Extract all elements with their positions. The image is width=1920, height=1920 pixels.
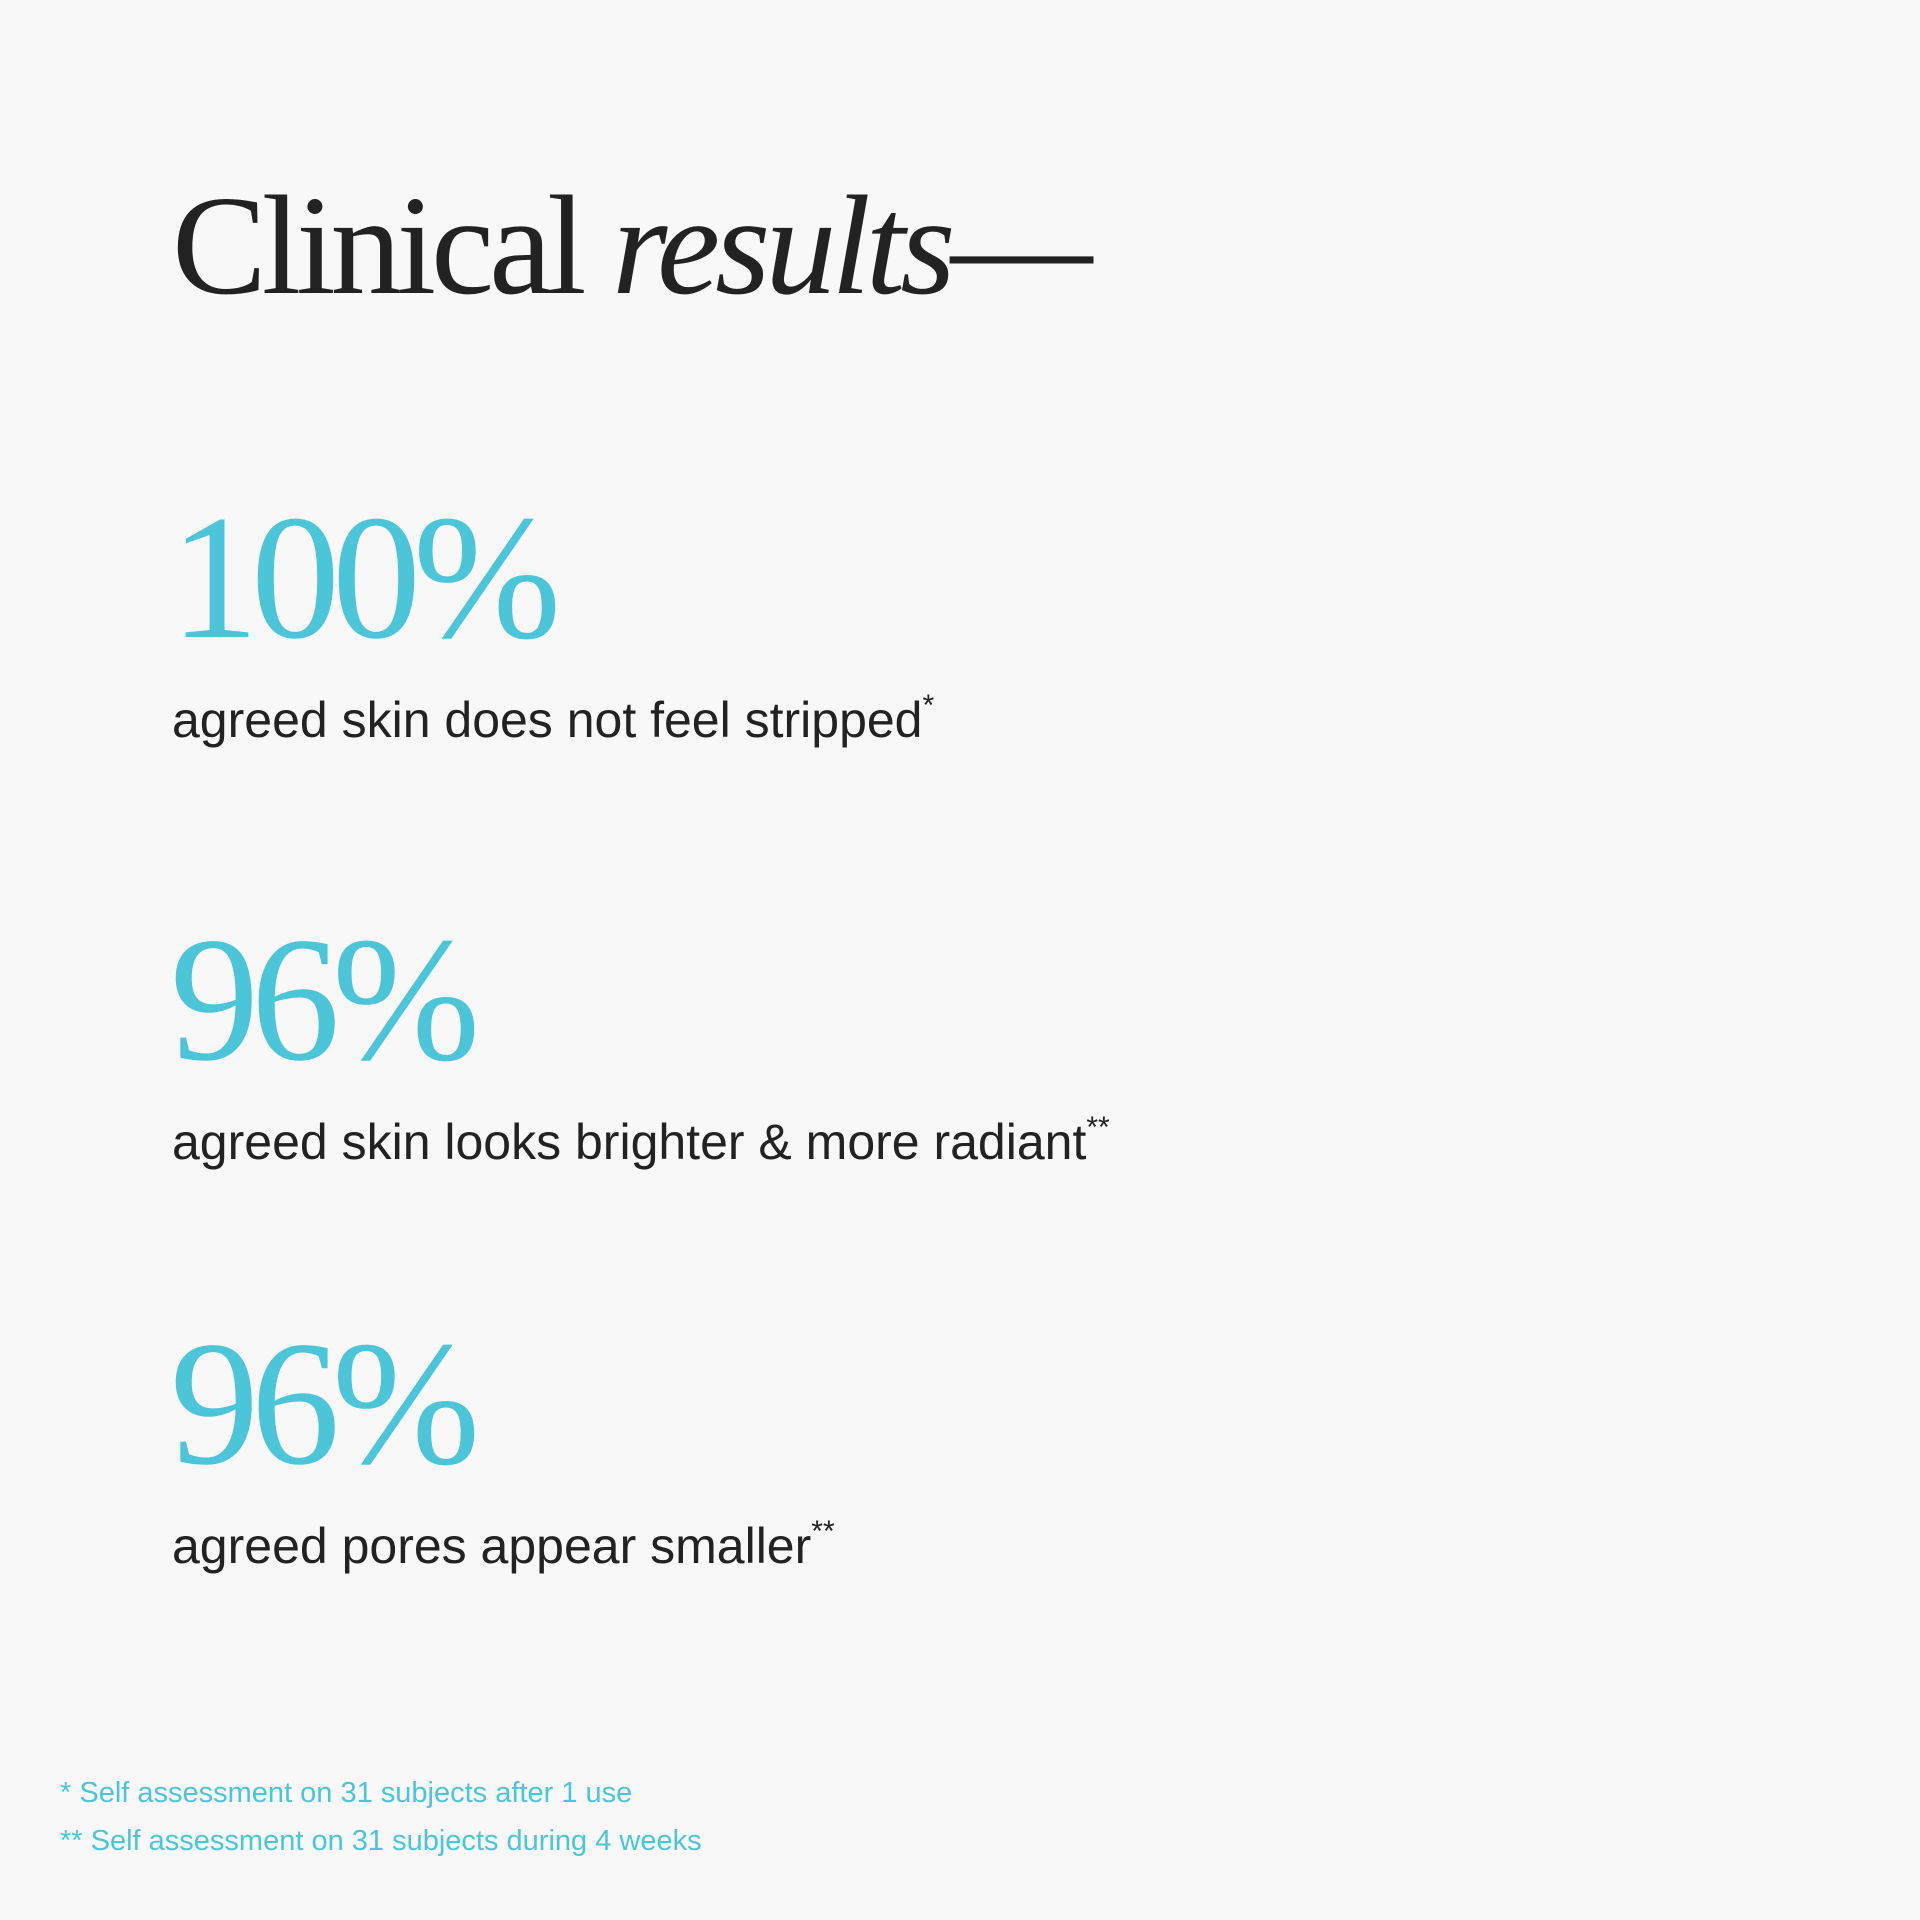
footnote-mark: * xyxy=(60,1777,72,1809)
footnote-2: ** Self assessment on 31 subjects during… xyxy=(60,1827,702,1856)
stat-value-3: 96% xyxy=(170,1304,480,1502)
title-dash: — xyxy=(950,166,1093,324)
stat-label-3: agreed pores appear smaller** xyxy=(172,1517,835,1574)
stat-label-1: agreed skin does not feel stripped* xyxy=(172,691,934,748)
stat-label-2: agreed skin looks brighter & more radian… xyxy=(172,1113,1110,1170)
footnote-mark: ** xyxy=(1086,1111,1110,1144)
footnote-mark: ** xyxy=(811,1515,835,1548)
footnote-text: Self assessment on 31 subjects after 1 u… xyxy=(79,1777,633,1809)
footnote-mark: * xyxy=(922,689,935,722)
stat-label-text: agreed skin looks brighter & more radian… xyxy=(172,1114,1087,1170)
stat-value-1: 100% xyxy=(170,478,561,676)
stat-label-text: agreed pores appear smaller xyxy=(172,1518,812,1574)
title-regular: Clinical xyxy=(172,166,587,324)
stat-value-2: 96% xyxy=(170,900,480,1098)
footnote-text: Self assessment on 31 subjects during 4 … xyxy=(90,1825,702,1857)
title-italic: results xyxy=(612,166,955,324)
footnote-1: * Self assessment on 31 subjects after 1… xyxy=(60,1779,632,1808)
stat-label-text: agreed skin does not feel stripped xyxy=(172,692,923,748)
page-title: Clinical results— xyxy=(172,174,1093,316)
footnote-mark: ** xyxy=(60,1825,83,1857)
